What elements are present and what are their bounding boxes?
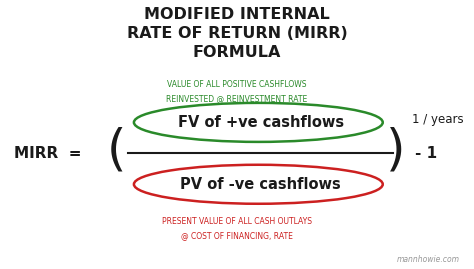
Text: PV of -ve cashflows: PV of -ve cashflows — [180, 177, 341, 192]
Text: RATE OF RETURN (MIRR): RATE OF RETURN (MIRR) — [127, 26, 347, 41]
Text: @ COST OF FINANCING, RATE: @ COST OF FINANCING, RATE — [181, 231, 293, 240]
Text: REINVESTED @ REINVESTMENT RATE: REINVESTED @ REINVESTMENT RATE — [166, 94, 308, 103]
Text: mannhowie.com: mannhowie.com — [397, 255, 460, 264]
Text: FORMULA: FORMULA — [193, 45, 281, 60]
Text: FV of +ve cashflows: FV of +ve cashflows — [178, 115, 344, 130]
Text: PRESENT VALUE OF ALL CASH OUTLAYS: PRESENT VALUE OF ALL CASH OUTLAYS — [162, 217, 312, 226]
Text: VALUE OF ALL POSITIVE CASHFLOWS: VALUE OF ALL POSITIVE CASHFLOWS — [167, 80, 307, 89]
Text: (: ( — [107, 127, 126, 175]
Text: - 1: - 1 — [415, 146, 437, 161]
Text: MODIFIED INTERNAL: MODIFIED INTERNAL — [144, 7, 330, 22]
Text: 1 / years: 1 / years — [412, 113, 464, 126]
Text: ): ) — [386, 127, 406, 175]
Text: MIRR  =: MIRR = — [14, 146, 82, 161]
